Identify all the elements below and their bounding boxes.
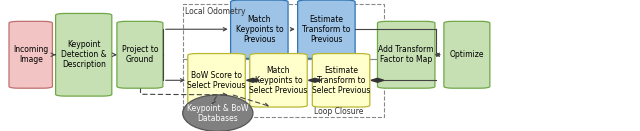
FancyBboxPatch shape [378, 21, 435, 88]
Polygon shape [308, 78, 321, 82]
Text: BoW Score to
Select Previous: BoW Score to Select Previous [188, 71, 246, 90]
Bar [182, 59, 384, 117]
Bar [182, 4, 384, 59]
FancyBboxPatch shape [56, 13, 112, 96]
Text: Keypoint
Detection &
Description: Keypoint Detection & Description [61, 40, 106, 69]
Text: Project to
Ground: Project to Ground [122, 45, 158, 64]
FancyBboxPatch shape [444, 21, 490, 88]
Text: Estimate
Transform to
Previous: Estimate Transform to Previous [302, 15, 351, 44]
Text: Loop Closure: Loop Closure [314, 107, 363, 116]
FancyBboxPatch shape [188, 54, 245, 107]
Text: Optimize: Optimize [450, 50, 484, 59]
FancyBboxPatch shape [298, 0, 355, 58]
Polygon shape [246, 78, 259, 82]
FancyBboxPatch shape [230, 0, 288, 58]
FancyBboxPatch shape [312, 54, 370, 107]
FancyBboxPatch shape [117, 21, 163, 88]
Text: Estimate
Transform to
Select Previous: Estimate Transform to Select Previous [312, 66, 371, 95]
Polygon shape [371, 78, 384, 82]
Text: Local Odometry: Local Odometry [184, 7, 245, 16]
Ellipse shape [182, 95, 253, 131]
FancyBboxPatch shape [9, 21, 52, 88]
Text: Match
Keypoints to
Previous: Match Keypoints to Previous [236, 15, 283, 44]
Text: Keypoint & BoW
Databases: Keypoint & BoW Databases [187, 104, 248, 123]
Text: Add Transform
Factor to Map: Add Transform Factor to Map [378, 45, 434, 64]
Text: Match
Keypoints to
Select Previous: Match Keypoints to Select Previous [250, 66, 308, 95]
Text: Incoming
Image: Incoming Image [13, 45, 49, 64]
FancyBboxPatch shape [250, 54, 307, 107]
